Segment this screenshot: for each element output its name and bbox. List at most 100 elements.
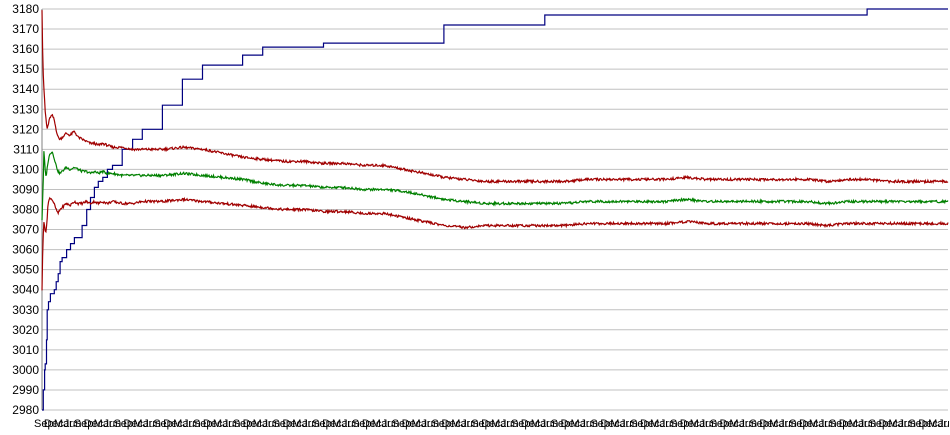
y-tick-label: 3170 [12, 22, 39, 36]
x-tick-label: Jun [739, 418, 757, 430]
x-tick-label: Dec [918, 418, 938, 430]
series-line-3 [41, 151, 949, 221]
x-tick-label: Mar [610, 418, 629, 430]
x-tick-label: Sep [511, 418, 531, 430]
x-tick-label: Sep [670, 418, 690, 430]
x-tick-label: Mar [292, 418, 311, 430]
x-tick-label: Sep [471, 418, 491, 430]
x-tick-label: Dec [203, 418, 223, 430]
y-tick-label: 2990 [12, 383, 39, 397]
x-tick-label: Dec [123, 418, 143, 430]
x-tick-label: Mar [412, 418, 431, 430]
x-tick-label: Sep [352, 418, 372, 430]
x-tick-label: Jun [541, 418, 559, 430]
y-axis: 2980 2990 3000 3010 3020 3030 3040 3050 3060 3070… [12, 2, 43, 417]
x-tick-label: Sep [829, 418, 849, 430]
x-tick-label: Jun [263, 418, 281, 430]
y-tick-label: 3140 [12, 82, 39, 96]
x-tick-label: Jun [342, 418, 360, 430]
x-tick-label: Dec [521, 418, 541, 430]
x-tick-label: Jun [898, 418, 916, 430]
x-tick-label: Jun [620, 418, 638, 430]
x-tick-label: Jun [501, 418, 519, 430]
x-tick-label: Sep [630, 418, 650, 430]
series-line-4 [41, 196, 949, 291]
x-tick-label: Mar [332, 418, 351, 430]
x-tick-label: Dec [44, 418, 64, 430]
x-tick-label: Sep [749, 418, 769, 430]
x-tick-label: Jun [223, 418, 241, 430]
x-tick-label: Dec [243, 418, 263, 430]
x-tick-label: Mar [372, 418, 391, 430]
series-line-2 [41, 10, 949, 185]
y-tick-label: 3180 [12, 2, 39, 16]
x-tick-label: Dec [362, 418, 382, 430]
x-tick-label: Dec [402, 418, 422, 430]
x-tick-label: Dec [640, 418, 660, 430]
x-tick-label: Dec [481, 418, 501, 430]
y-tick-label: 3150 [12, 62, 39, 76]
x-tick-label: Jun [660, 418, 678, 430]
y-tick-label: 3010 [12, 343, 39, 357]
x-tick-label: Dec [839, 418, 859, 430]
series-line-1 [42, 8, 948, 411]
x-tick-label: Mar [570, 418, 589, 430]
x-tick-label: Sep [272, 418, 292, 430]
x-tick-label: Sep [551, 418, 571, 430]
x-tick-label: Dec [561, 418, 581, 430]
x-tick-label: Mar [94, 418, 113, 430]
x-tick-label: Mar [54, 418, 73, 430]
x-tick-label: Sep [869, 418, 889, 430]
x-tick-label: Jun [779, 418, 797, 430]
x-tick-label: Sep [908, 418, 928, 430]
x-tick-label: Dec [680, 418, 700, 430]
series-lines [41, 8, 949, 411]
y-tick-label: 3050 [12, 263, 39, 277]
x-tick-label: Sep [233, 418, 253, 430]
x-tick-label: Jun [461, 418, 479, 430]
x-tick-label: Mar [769, 418, 788, 430]
x-tick-label: Dec [84, 418, 104, 430]
x-tick-label: Dec [600, 418, 620, 430]
x-tick-label: Jun [580, 418, 598, 430]
x-tick-label: Jun [64, 418, 82, 430]
grid-lines [42, 8, 948, 411]
y-tick-label: 3100 [12, 162, 39, 176]
y-tick-label: 3110 [13, 142, 39, 156]
x-tick-label: Mar [173, 418, 192, 430]
y-tick-label: 3060 [12, 243, 39, 257]
x-tick-label: Dec [322, 418, 342, 430]
x-tick-label: Mar [849, 418, 868, 430]
x-tick-label: Mar [531, 418, 550, 430]
x-tick-label: Mar [133, 418, 152, 430]
x-tick-label: Sep [34, 418, 54, 430]
y-tick-label: 3040 [12, 283, 39, 297]
x-tick-label: Mar [491, 418, 510, 430]
x-tick-label: Sep [193, 418, 213, 430]
x-tick-label: Jun [302, 418, 320, 430]
y-tick-label: 3120 [12, 122, 39, 136]
x-tick-label: Sep [312, 418, 332, 430]
x-tick-label: Jun [819, 418, 837, 430]
x-tick-label: Mar [451, 418, 470, 430]
x-tick-label: Jun [382, 418, 400, 430]
y-tick-label: 3020 [12, 323, 39, 337]
x-tick-label: Dec [441, 418, 461, 430]
y-tick-label: 2980 [12, 403, 39, 417]
x-tick-label: Dec [282, 418, 302, 430]
y-tick-label: 3070 [12, 223, 39, 237]
x-tick-label: Jun [421, 418, 439, 430]
x-tick-label: Sep [113, 418, 133, 430]
x-tick-label: Jun [183, 418, 201, 430]
x-tick-label: Sep [153, 418, 173, 430]
y-tick-label: 3000 [12, 363, 39, 377]
x-tick-label: Sep [392, 418, 412, 430]
x-tick-label: Mar [809, 418, 828, 430]
x-tick-label: Mar [928, 418, 947, 430]
x-tick-label: Sep [710, 418, 730, 430]
y-tick-label: 3090 [12, 182, 39, 196]
x-tick-label: Jun [143, 418, 161, 430]
x-axis: SepDecMarJunSepDecMarJunSepDecMarJunSepD… [34, 418, 950, 430]
x-tick-label: Sep [431, 418, 451, 430]
